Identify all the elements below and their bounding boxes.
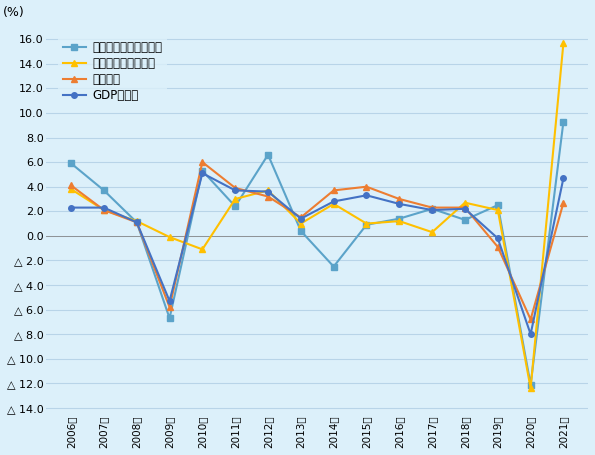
Legend: その他インフォーマル, インフォーマル部門, 正規部門, GDP成長率: その他インフォーマル, インフォーマル部門, 正規部門, GDP成長率 bbox=[58, 37, 167, 107]
正規部門 bbox=[133, 220, 140, 225]
正規部門 bbox=[494, 244, 502, 250]
その他インフォーマル bbox=[428, 206, 436, 212]
インフォーマル部門 bbox=[133, 218, 140, 224]
その他インフォーマル bbox=[133, 220, 140, 225]
GDP成長率 bbox=[133, 220, 140, 225]
GDP成長率 bbox=[330, 199, 337, 204]
インフォーマル部門 bbox=[264, 187, 271, 193]
Line: GDP成長率: GDP成長率 bbox=[68, 171, 566, 337]
インフォーマル部門 bbox=[428, 229, 436, 235]
その他インフォーマル bbox=[461, 217, 468, 222]
GDP成長率 bbox=[264, 189, 271, 194]
正規部門 bbox=[67, 183, 74, 188]
正規部門 bbox=[298, 215, 305, 220]
インフォーマル部門 bbox=[101, 207, 108, 213]
正規部門 bbox=[560, 200, 567, 205]
GDP成長率 bbox=[560, 175, 567, 181]
その他インフォーマル bbox=[527, 382, 534, 387]
正規部門 bbox=[396, 196, 403, 202]
正規部門 bbox=[527, 317, 534, 322]
インフォーマル部門 bbox=[231, 196, 239, 202]
正規部門 bbox=[166, 304, 173, 310]
GDP成長率 bbox=[396, 201, 403, 207]
その他インフォーマル bbox=[101, 187, 108, 193]
正規部門 bbox=[330, 187, 337, 193]
その他インフォーマル bbox=[396, 216, 403, 222]
インフォーマル部門 bbox=[363, 221, 370, 226]
GDP成長率 bbox=[166, 298, 173, 304]
GDP成長率 bbox=[428, 207, 436, 213]
Text: (%): (%) bbox=[3, 6, 25, 19]
インフォーマル部門 bbox=[330, 201, 337, 207]
GDP成長率 bbox=[199, 171, 206, 176]
その他インフォーマル bbox=[231, 204, 239, 209]
インフォーマル部門 bbox=[298, 221, 305, 226]
その他インフォーマル bbox=[264, 152, 271, 157]
Line: 正規部門: 正規部門 bbox=[68, 159, 566, 322]
正規部門 bbox=[101, 207, 108, 213]
インフォーマル部門 bbox=[494, 207, 502, 213]
正規部門 bbox=[461, 205, 468, 210]
GDP成長率 bbox=[363, 192, 370, 198]
インフォーマル部門 bbox=[67, 187, 74, 192]
その他インフォーマル bbox=[363, 222, 370, 228]
GDP成長率 bbox=[298, 216, 305, 222]
正規部門 bbox=[199, 159, 206, 165]
その他インフォーマル bbox=[298, 228, 305, 234]
GDP成長率 bbox=[527, 331, 534, 337]
その他インフォーマル bbox=[494, 202, 502, 208]
その他インフォーマル bbox=[166, 315, 173, 321]
その他インフォーマル bbox=[560, 119, 567, 124]
正規部門 bbox=[428, 205, 436, 210]
インフォーマル部門 bbox=[199, 247, 206, 252]
正規部門 bbox=[264, 194, 271, 199]
その他インフォーマル bbox=[67, 161, 74, 166]
GDP成長率 bbox=[101, 205, 108, 210]
GDP成長率 bbox=[231, 187, 239, 193]
正規部門 bbox=[363, 184, 370, 189]
その他インフォーマル bbox=[199, 168, 206, 173]
Line: その他インフォーマル: その他インフォーマル bbox=[68, 119, 566, 387]
その他インフォーマル bbox=[330, 264, 337, 269]
正規部門 bbox=[231, 185, 239, 191]
インフォーマル部門 bbox=[166, 234, 173, 240]
インフォーマル部門 bbox=[396, 218, 403, 224]
GDP成長率 bbox=[67, 205, 74, 210]
インフォーマル部門 bbox=[461, 200, 468, 205]
Line: インフォーマル部門: インフォーマル部門 bbox=[68, 40, 567, 392]
インフォーマル部門 bbox=[560, 40, 567, 46]
GDP成長率 bbox=[461, 206, 468, 212]
GDP成長率 bbox=[494, 236, 502, 241]
インフォーマル部門 bbox=[527, 385, 534, 391]
